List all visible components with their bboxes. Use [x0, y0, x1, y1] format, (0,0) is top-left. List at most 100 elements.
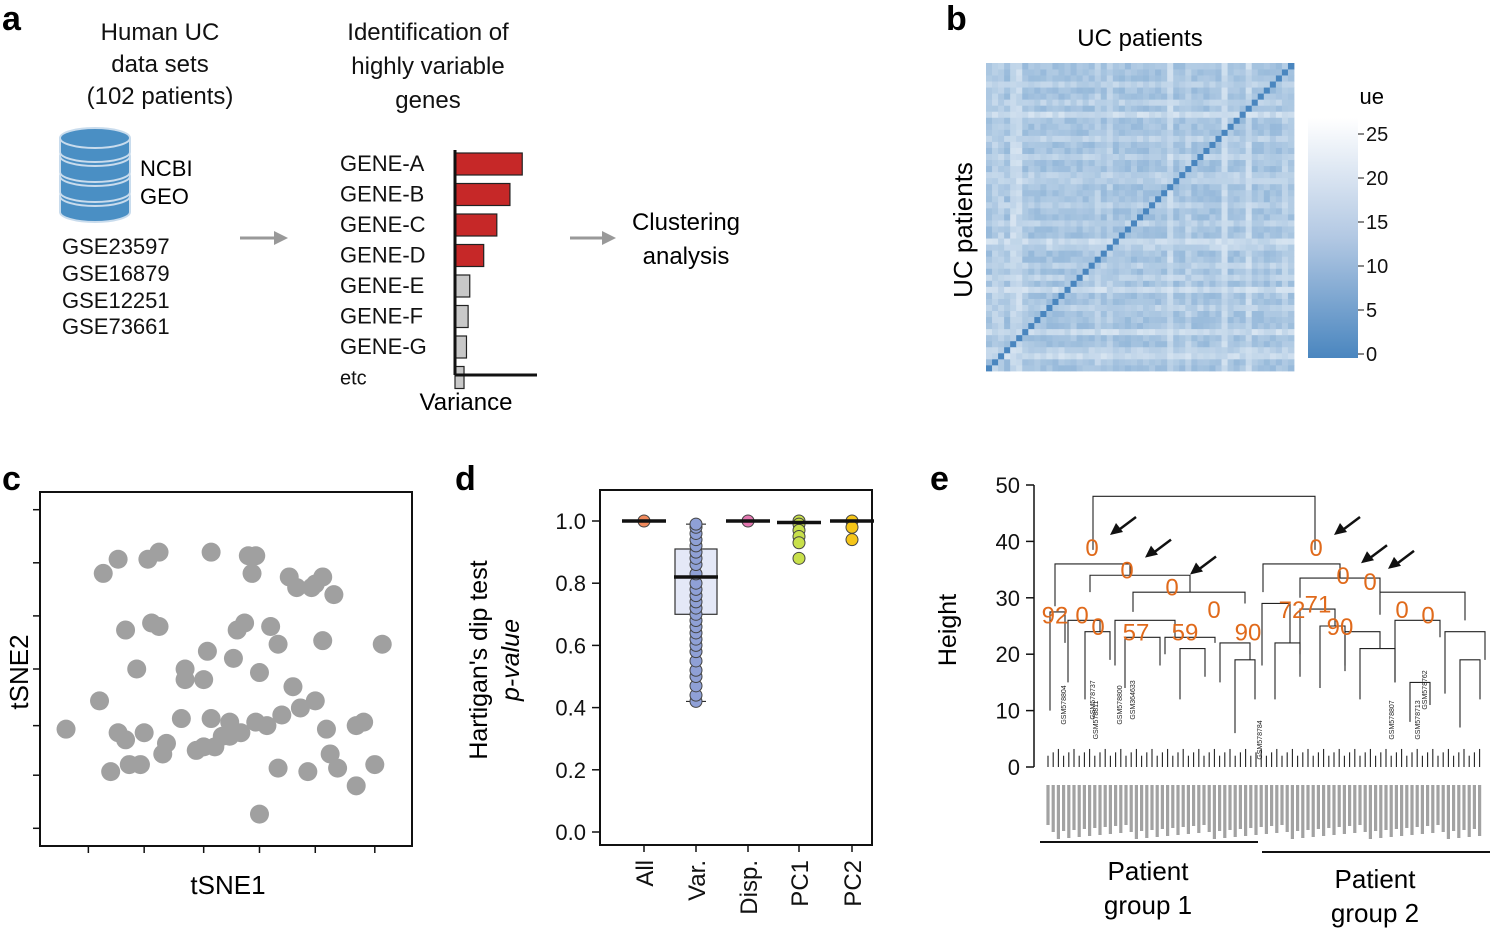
heatmap-cell [1100, 262, 1108, 269]
leaf-label [1124, 785, 1128, 825]
heatmap-cell [1070, 274, 1077, 281]
heatmap-cell [1221, 346, 1228, 354]
heatmap-cell [1034, 364, 1041, 372]
heatmap-cell [1173, 87, 1180, 94]
heatmap-cell [1088, 105, 1096, 112]
heatmap-cell [1094, 141, 1102, 148]
heatmap-cell [1203, 334, 1210, 342]
heatmap-cell [1245, 316, 1253, 324]
heatmap-cell [1130, 123, 1138, 130]
panel-label-e: e [930, 460, 949, 498]
heatmap-cell [1124, 135, 1132, 142]
dendrogram-link [1444, 631, 1486, 694]
heatmap-cell [1100, 232, 1108, 239]
heatmap-cell [1275, 189, 1283, 197]
heatmap-cell [1257, 280, 1265, 287]
heatmap-cell [1010, 177, 1017, 185]
heatmap-cell [1155, 129, 1162, 136]
heatmap-cell [1263, 334, 1271, 342]
heatmap-cell [1046, 105, 1053, 112]
heatmap-cell [1016, 226, 1023, 233]
heatmap-cell [992, 304, 999, 312]
heatmap-cell [1143, 262, 1150, 269]
heatmap-cell [1118, 183, 1126, 191]
heatmap-cell [1215, 165, 1222, 173]
heatmap-cell [1167, 358, 1174, 366]
heatmap-cell [1010, 328, 1017, 336]
panel-label-b: b [946, 0, 967, 38]
heatmap-cell [1233, 304, 1241, 312]
x-tick-label: All [632, 860, 659, 887]
heatmap-cell [1058, 364, 1065, 372]
heatmap-cell [1161, 304, 1168, 312]
tsne-xlabel: tSNE1 [190, 870, 265, 900]
heatmap-cell [1287, 298, 1295, 305]
heatmap-cell [986, 262, 993, 269]
heatmap-cell [1161, 159, 1168, 167]
leaf-label [1311, 785, 1315, 837]
heatmap-cell [1112, 280, 1120, 287]
heatmap-cell [1209, 286, 1216, 293]
heatmap-cell [1221, 129, 1228, 136]
heatmap-cell [1227, 123, 1235, 130]
heatmap-cell [1088, 183, 1096, 191]
heatmap-cell [1239, 292, 1247, 299]
heatmap-cell [1239, 75, 1247, 82]
heatmap-cell [1287, 280, 1295, 287]
heatmap-cell [1263, 316, 1271, 324]
heatmap-cell [1046, 213, 1053, 221]
legend-tick: 0 [1366, 344, 1377, 366]
heatmap-cell [1149, 213, 1156, 221]
heatmap-cell [1058, 135, 1065, 142]
leaf-label [1212, 785, 1216, 839]
heatmap-cell [1130, 262, 1138, 269]
heatmap-cell [1040, 93, 1047, 100]
heatmap-cell [1016, 358, 1023, 366]
heatmap-cell [1130, 286, 1138, 293]
heatmap-cell [1275, 183, 1283, 191]
heatmap-cell [1130, 316, 1138, 324]
heatmap-cell [1064, 280, 1071, 287]
heatmap-cell [1112, 129, 1120, 136]
heatmap-cell [1185, 334, 1192, 342]
heatmap-cell [1082, 93, 1090, 100]
heatmap-cell [1203, 183, 1210, 191]
heatmap-cell [1094, 226, 1102, 233]
leaf-label [1332, 785, 1336, 835]
arrow-head-icon [1145, 545, 1158, 558]
heatmap-cell [1052, 262, 1059, 269]
heatmap-cell [986, 189, 993, 197]
leaf-label [1108, 785, 1112, 834]
heatmap-cell [1028, 141, 1035, 148]
heatmap-cell [1046, 286, 1053, 293]
heatmap-cell [998, 75, 1005, 82]
heatmap-cell [1070, 81, 1077, 88]
heatmap-cell [1197, 316, 1204, 324]
heatmap-cell [992, 153, 999, 161]
heatmap-cell [1058, 189, 1065, 197]
leaf-label [1394, 785, 1398, 829]
heatmap-cell [1197, 99, 1204, 106]
heatmap-cell [1028, 280, 1035, 287]
tsne-point [365, 755, 385, 775]
heatmap-cell [992, 123, 999, 130]
tsne-point [153, 744, 173, 764]
heatmap-cell [1004, 322, 1011, 330]
heatmap-cell [1022, 99, 1029, 106]
heatmap-cell [1269, 69, 1277, 76]
heatmap-cell [1263, 111, 1271, 118]
heatmap-cell [1112, 334, 1120, 342]
heatmap-cell [998, 226, 1005, 233]
heatmap-cell [1233, 262, 1241, 269]
heatmap-cell [1161, 177, 1168, 185]
heatmap-cell [1221, 105, 1228, 112]
heatmap-cell [1167, 346, 1174, 354]
heatmap-cell [1275, 226, 1283, 233]
heatmap-cell [1136, 75, 1144, 82]
heatmap-cell [1070, 292, 1077, 299]
heatmap-cell [1106, 352, 1114, 360]
heatmap-cell [1112, 123, 1120, 130]
heatmap-cell [1221, 286, 1228, 293]
heatmap-cell [1239, 262, 1247, 269]
data-point [792, 551, 806, 565]
